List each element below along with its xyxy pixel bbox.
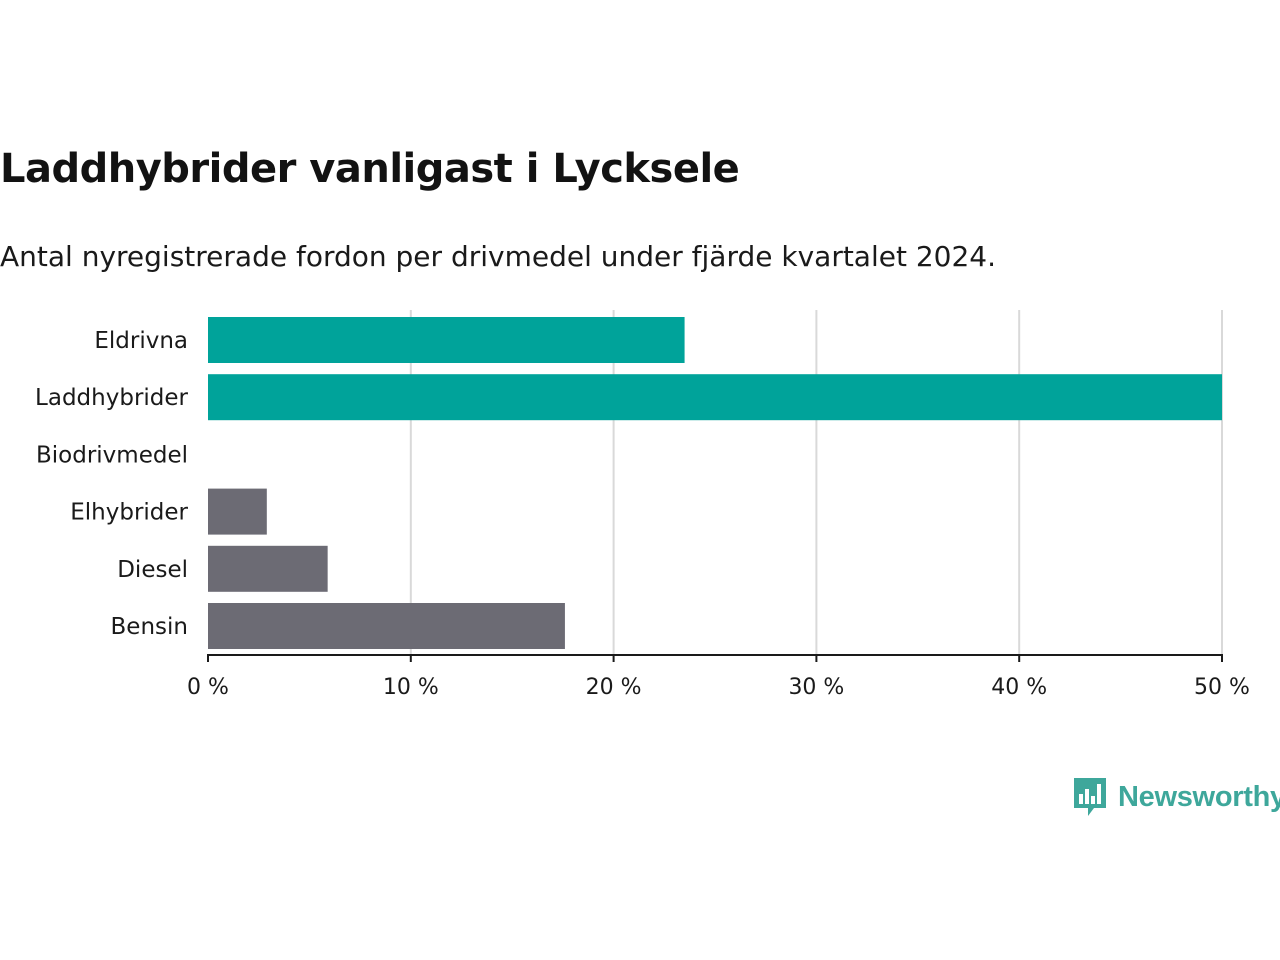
category-label: Biodrivmedel xyxy=(36,442,188,468)
x-tick-label: 0 % xyxy=(187,675,229,700)
brand-name: Newsworthy xyxy=(1118,780,1280,813)
category-label: Eldrivna xyxy=(94,328,188,354)
bar-chart-speech-bubble-icon xyxy=(1074,778,1106,816)
bar xyxy=(208,317,685,363)
bar xyxy=(208,603,565,649)
category-label: Bensin xyxy=(111,614,188,640)
x-tick-label: 50 % xyxy=(1194,675,1250,700)
category-labels: Eldrivna Laddhybrider Biodrivmedel Elhybrid… xyxy=(35,328,188,640)
category-label: Laddhybrider xyxy=(35,385,188,411)
bars xyxy=(208,317,1222,649)
bar xyxy=(208,488,267,535)
category-label: Elhybrider xyxy=(70,500,188,526)
bar xyxy=(208,374,1222,421)
chart-subtitle: Antal nyregistrerade fordon per drivmede… xyxy=(0,240,997,273)
chart-title: Laddhybrider vanligast i Lycksele xyxy=(0,146,740,192)
x-tick-label: 10 % xyxy=(383,675,439,700)
bar xyxy=(208,545,328,592)
x-tick-label: 20 % xyxy=(586,675,642,700)
x-tick-label: 30 % xyxy=(788,675,844,700)
x-tick-label: 40 % xyxy=(991,675,1047,700)
category-label: Diesel xyxy=(117,557,188,583)
gridlines xyxy=(409,310,1223,655)
x-axis: 0 % 10 % 20 % 30 % 40 % 50 % xyxy=(187,654,1250,700)
newsworthy-logo: Newsworthy xyxy=(1072,776,1280,818)
bar-chart: 0 % 10 % 20 % 30 % 40 % 50 % Eldrivna Laddhybr… xyxy=(35,310,1250,700)
